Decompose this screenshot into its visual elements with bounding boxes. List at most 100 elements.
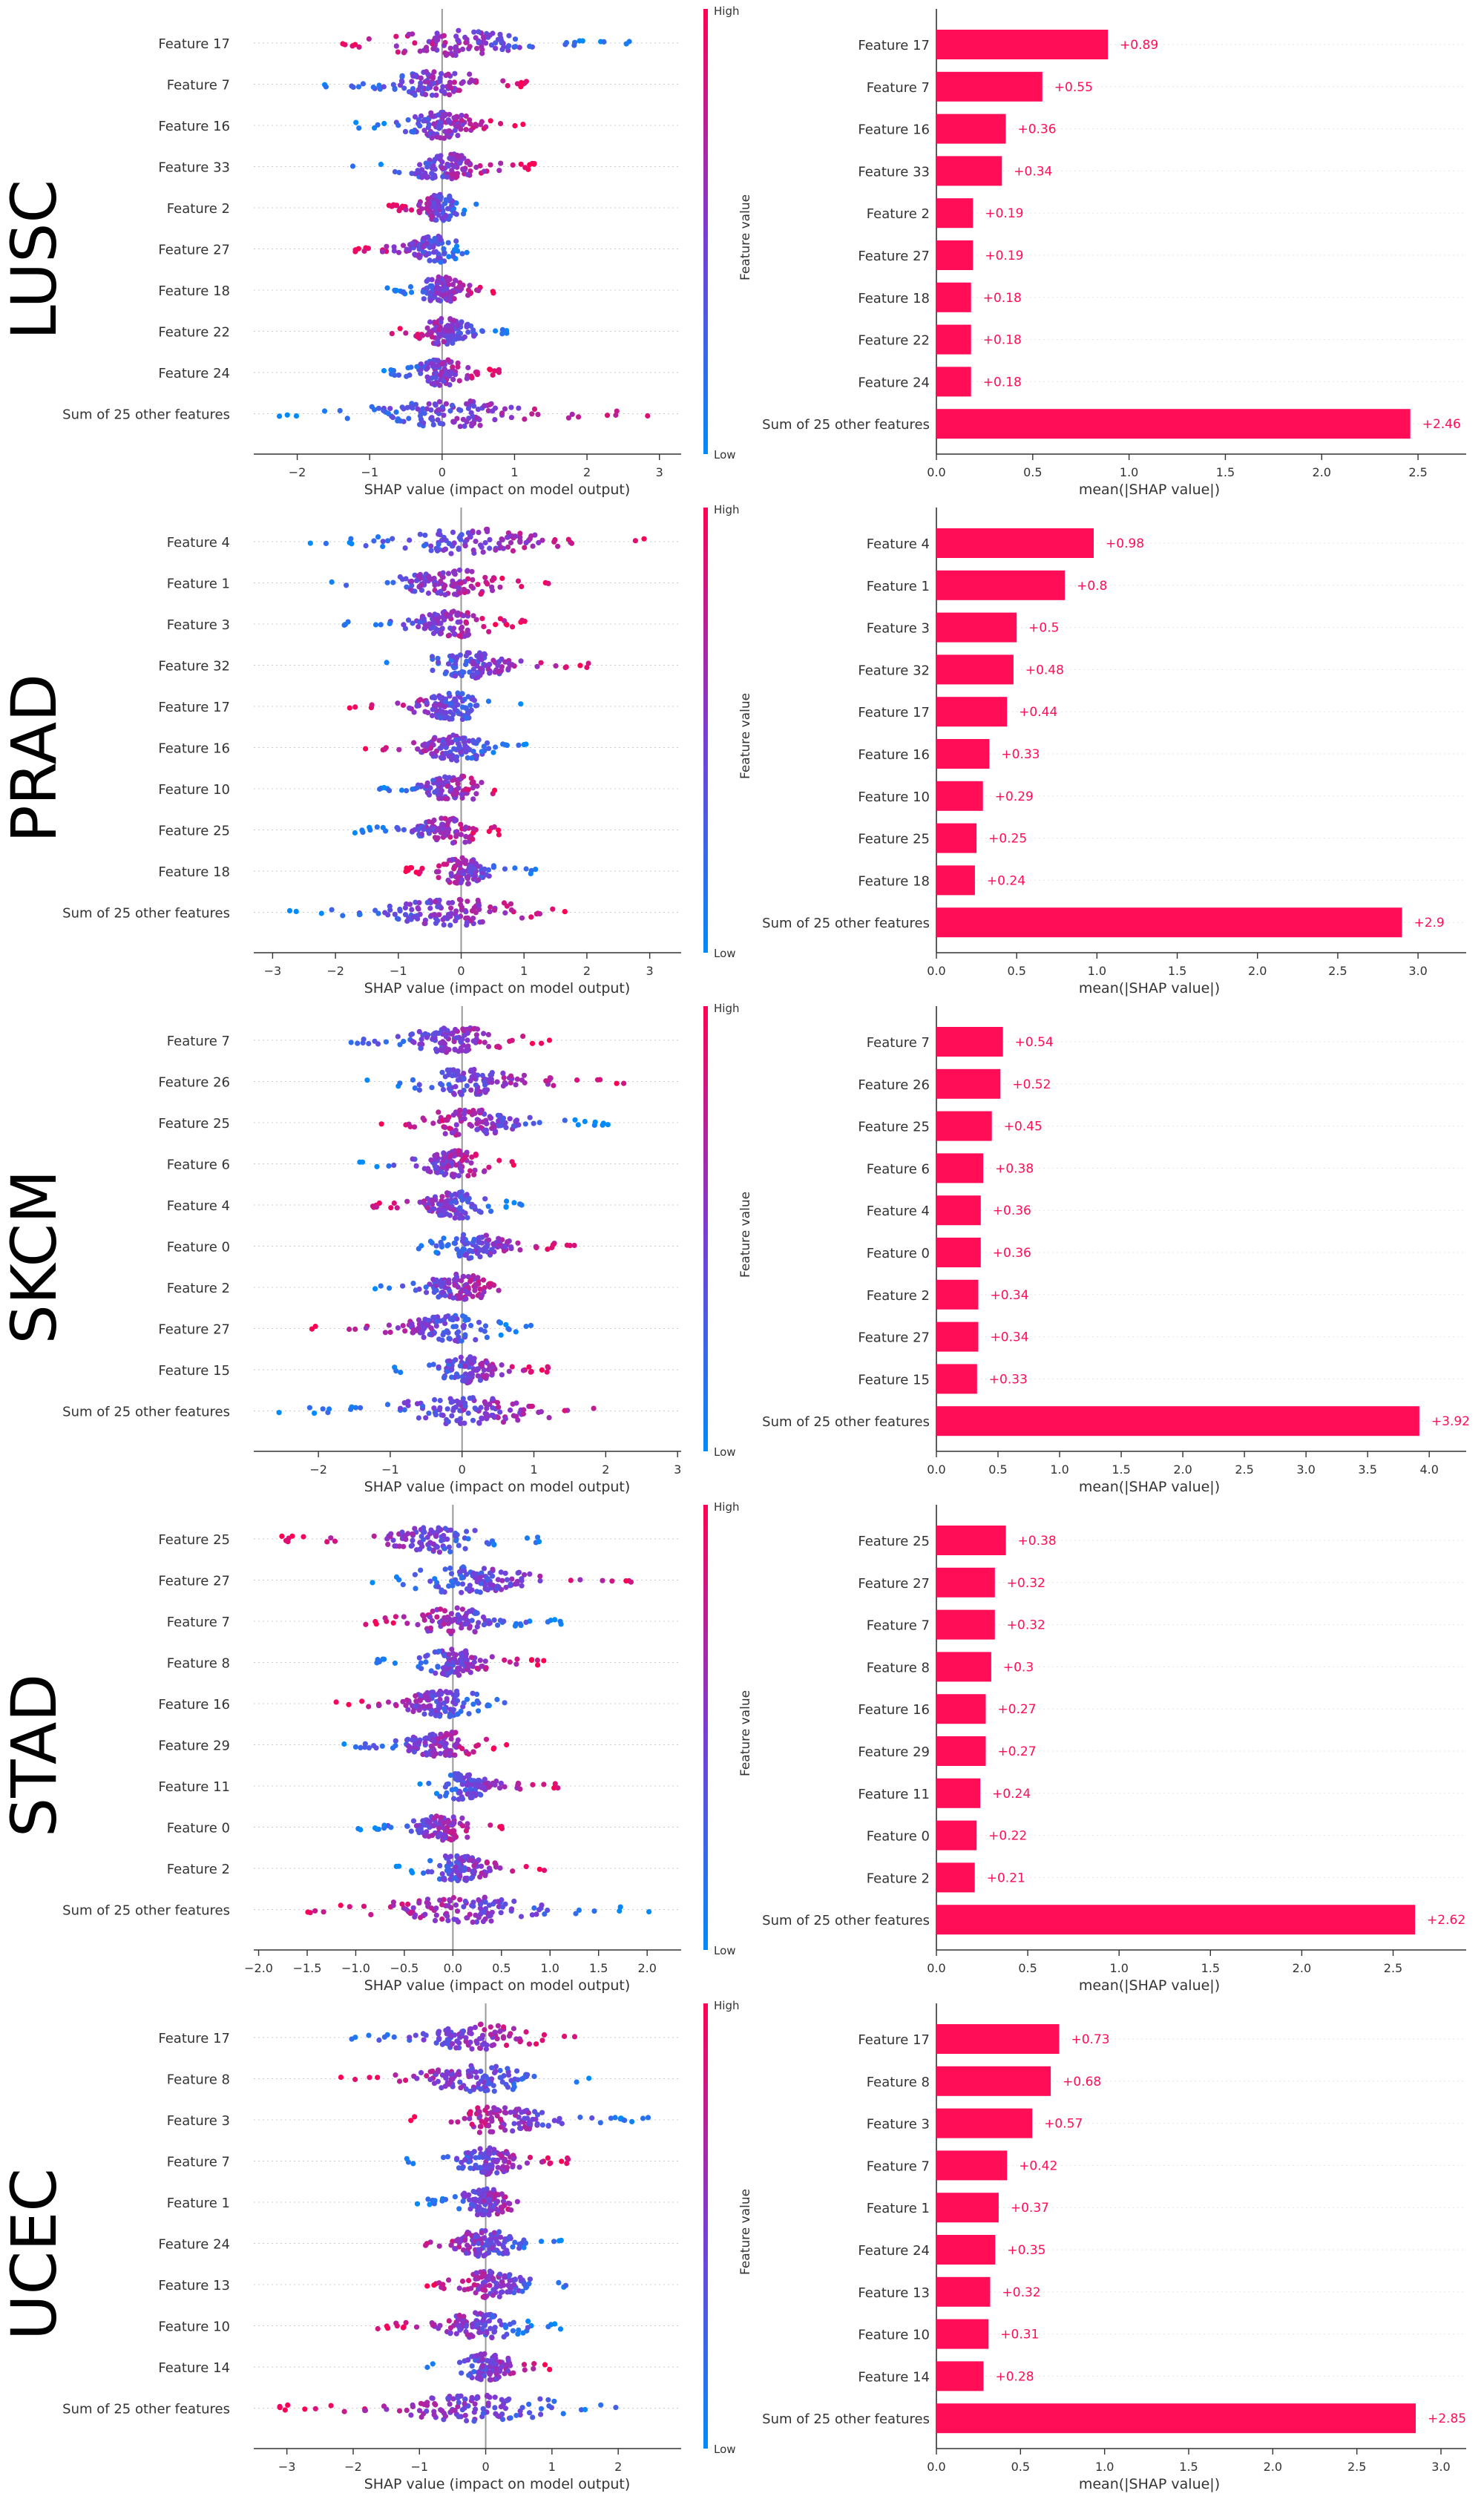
shap-point xyxy=(283,1537,289,1543)
shap-point xyxy=(476,530,482,536)
shap-point xyxy=(435,363,441,369)
shap-point xyxy=(323,84,329,90)
beeswarm-row xyxy=(416,1232,577,1261)
shap-point xyxy=(447,1126,453,1132)
shap-point xyxy=(531,1905,537,1911)
shap-point xyxy=(528,870,533,876)
shap-point xyxy=(430,210,436,216)
shap-point xyxy=(468,775,474,781)
shap-point xyxy=(428,913,435,919)
shap-point xyxy=(482,1909,487,1915)
shap-point xyxy=(451,866,457,872)
shap-point xyxy=(523,1864,529,1870)
shap-point xyxy=(535,1534,541,1540)
feature-label: Feature 16 xyxy=(158,1697,230,1713)
shap-point xyxy=(476,39,482,46)
feature-label: Feature 7 xyxy=(167,1615,230,1630)
shap-point xyxy=(413,2032,418,2038)
shap-point xyxy=(463,1828,470,1834)
shap-point xyxy=(504,622,510,628)
shap-point xyxy=(427,319,433,325)
shap-point xyxy=(427,257,433,263)
feature-label: Feature 1 xyxy=(167,577,230,592)
shap-point xyxy=(403,330,409,336)
shap-point xyxy=(363,542,369,549)
bar xyxy=(936,1153,984,1183)
shap-point xyxy=(444,174,450,180)
shap-point xyxy=(433,85,439,91)
shap-point xyxy=(438,1081,444,1087)
shap-point xyxy=(430,1120,436,1126)
shap-point xyxy=(523,866,529,872)
feature-label: Feature 0 xyxy=(167,1821,230,1836)
shap-point xyxy=(429,92,436,98)
shap-point xyxy=(462,1875,468,1882)
shap-point xyxy=(451,79,458,85)
bar-value-label: +0.8 xyxy=(1077,579,1107,594)
shap-point xyxy=(465,292,471,298)
shap-point xyxy=(520,122,526,128)
shap-point xyxy=(550,906,556,912)
shap-point xyxy=(412,588,418,594)
shap-point xyxy=(450,322,456,328)
shap-point xyxy=(410,787,416,792)
shap-point xyxy=(534,663,540,669)
feature-label: Feature 17 xyxy=(158,36,230,52)
shap-point xyxy=(444,1695,450,1701)
shap-point xyxy=(568,540,575,546)
shap-point xyxy=(462,1155,467,1160)
shap-point xyxy=(459,792,465,798)
shap-point xyxy=(421,1529,427,1535)
shap-point xyxy=(448,1571,455,1577)
shap-point xyxy=(465,405,472,412)
shap-point xyxy=(517,2038,524,2044)
shap-point xyxy=(378,161,384,168)
shap-point xyxy=(469,1655,475,1661)
shap-point xyxy=(436,1364,441,1370)
shap-point xyxy=(513,1661,519,1667)
shap-point xyxy=(402,1328,408,1334)
feature-label: Feature 33 xyxy=(158,160,230,176)
shap-point xyxy=(349,163,356,169)
shap-point xyxy=(504,1577,510,1583)
shap-point xyxy=(455,1580,461,1586)
shap-point xyxy=(459,624,465,631)
shap-point xyxy=(398,1405,404,1411)
shap-point xyxy=(464,1030,471,1036)
bar-category-label: Feature 22 xyxy=(858,333,930,349)
feature-label: Feature 25 xyxy=(158,1116,230,1132)
bar-value-label: +2.9 xyxy=(1414,916,1444,930)
shap-point xyxy=(467,1354,473,1360)
shap-point xyxy=(450,318,457,324)
feature-label: Feature 27 xyxy=(158,243,230,258)
shap-point xyxy=(447,1690,453,1695)
shap-point xyxy=(385,538,391,544)
shap-point xyxy=(436,203,442,209)
shap-point xyxy=(469,1154,475,1160)
bar xyxy=(936,240,974,270)
feature-label: Feature 0 xyxy=(167,1240,230,1255)
shap-point xyxy=(426,1317,432,1324)
shap-point xyxy=(453,1537,459,1543)
x-tick-label: 2.0 xyxy=(1173,1462,1192,1477)
shap-point xyxy=(475,1126,481,1132)
shap-point xyxy=(482,1776,488,1782)
shap-point xyxy=(418,1660,424,1666)
shap-point xyxy=(453,655,460,661)
shap-point xyxy=(393,1703,399,1709)
shap-point xyxy=(416,209,423,216)
shap-point xyxy=(371,1533,377,1539)
shap-point xyxy=(397,326,403,332)
shap-point xyxy=(421,1870,427,1876)
shap-point xyxy=(513,1413,519,1419)
shap-point xyxy=(410,1818,417,1824)
shap-point xyxy=(312,1908,318,1914)
shap-point xyxy=(366,36,372,42)
shap-point xyxy=(426,401,432,407)
shap-point xyxy=(458,821,464,827)
shap-point xyxy=(442,1526,448,1531)
bar xyxy=(936,156,1002,186)
shap-point xyxy=(312,1411,318,1416)
shap-point xyxy=(446,1544,453,1550)
shap-point xyxy=(430,1750,436,1756)
